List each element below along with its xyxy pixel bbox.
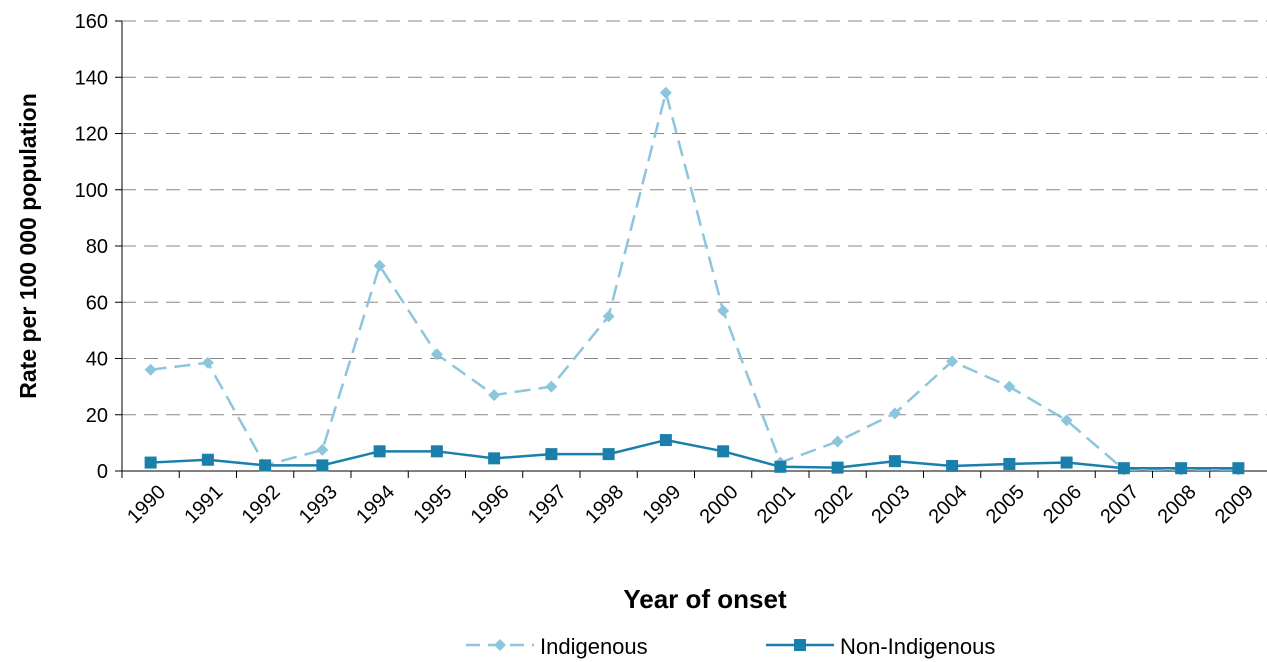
- legend-marker: [494, 639, 506, 651]
- point: [659, 86, 672, 99]
- x-tick-label: 1996: [467, 481, 514, 528]
- point: [430, 445, 443, 458]
- point: [1003, 457, 1016, 470]
- series-line: [150, 87, 1239, 471]
- point: [602, 448, 615, 461]
- point: [201, 356, 214, 369]
- point: [1175, 462, 1188, 475]
- point: [946, 355, 959, 368]
- x-tick-label: 2003: [867, 481, 914, 528]
- x-tick-label: 1993: [295, 481, 342, 528]
- point: [373, 445, 386, 458]
- y-tick-label: 20: [86, 405, 108, 427]
- y-tick-label: 140: [75, 67, 108, 89]
- point: [144, 456, 157, 469]
- y-tick-label: 100: [75, 180, 108, 202]
- x-tick-label: 2002: [810, 481, 857, 528]
- point: [316, 443, 329, 456]
- y-tick-label: 40: [86, 349, 108, 371]
- point: [430, 348, 443, 361]
- legend-marker: [794, 639, 806, 651]
- y-tick-label: 80: [86, 236, 108, 258]
- point: [545, 448, 558, 461]
- y-tick-label: 0: [97, 461, 108, 483]
- point: [144, 363, 157, 376]
- point: [488, 452, 501, 465]
- x-tick-label: 1990: [123, 481, 170, 528]
- point: [373, 259, 386, 272]
- x-tick-label: 1997: [524, 481, 571, 528]
- point: [659, 434, 672, 447]
- point: [888, 407, 901, 420]
- legend-label: Non-Indigenous: [840, 634, 995, 659]
- x-tick-label: 2008: [1154, 481, 1201, 528]
- x-axis-label: Year of onset: [623, 584, 787, 614]
- x-tick-label: 2005: [982, 481, 1029, 528]
- point: [1003, 380, 1016, 393]
- point: [774, 460, 787, 473]
- point: [201, 453, 214, 466]
- point: [488, 389, 501, 402]
- point: [831, 461, 844, 474]
- point: [717, 304, 730, 317]
- y-tick-label: 60: [86, 292, 108, 314]
- x-tick-label: 2000: [696, 481, 743, 528]
- point: [259, 459, 272, 472]
- point: [717, 445, 730, 458]
- series-line: [150, 438, 1239, 470]
- x-tick-label: 2006: [1039, 481, 1086, 528]
- point: [1060, 414, 1073, 427]
- x-tick-label: 1999: [638, 481, 685, 528]
- y-tick-label: 160: [75, 11, 108, 33]
- x-tick-label: 2007: [1096, 481, 1143, 528]
- x-tick-label: 1998: [581, 481, 628, 528]
- point: [831, 435, 844, 448]
- x-tick-label: 2001: [753, 481, 800, 528]
- y-tick-label: 120: [75, 124, 108, 146]
- point: [1117, 462, 1130, 475]
- legend-label: Indigenous: [540, 634, 648, 659]
- point: [946, 459, 959, 472]
- x-tick-label: 1991: [180, 481, 227, 528]
- point: [1060, 456, 1073, 469]
- point: [888, 455, 901, 468]
- point: [545, 380, 558, 393]
- x-tick-label: 1992: [238, 481, 285, 528]
- point: [316, 459, 329, 472]
- point: [1232, 462, 1245, 475]
- x-tick-label: 1995: [409, 481, 456, 528]
- x-tick-label: 2009: [1211, 481, 1258, 528]
- x-tick-label: 1994: [352, 481, 399, 528]
- y-axis-label: Rate per 100 000 population: [15, 93, 41, 398]
- point: [602, 310, 615, 323]
- x-tick-label: 2004: [925, 481, 972, 528]
